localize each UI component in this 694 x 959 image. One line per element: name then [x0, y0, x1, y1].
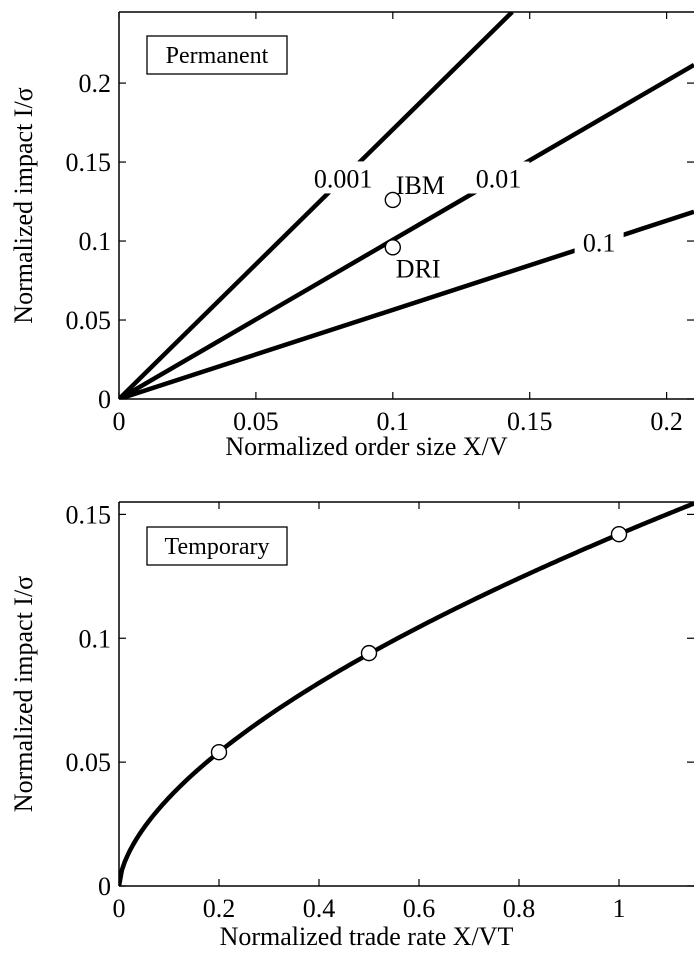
chart-temporary: 0 0.2 0.4 0.6 0.8 1 0 0.05 0.1 0.15 Normalized tra… — [9, 500, 694, 951]
data-point-marker — [210, 744, 228, 761]
y-tick-label: 0.05 — [66, 748, 112, 777]
data-point-marker — [360, 644, 378, 662]
data-point-marker — [610, 526, 628, 543]
x-tick-label: 1 — [613, 894, 626, 923]
panel-label-box — [146, 35, 288, 75]
x-tick-label: 0.4 — [303, 894, 336, 923]
y-tick-label: 0.15 — [66, 500, 112, 529]
y-tick-label: 0.1 — [79, 624, 112, 653]
curve-label-gap — [574, 225, 624, 258]
x-axis-label: Normalized trade rate X/VT — [220, 922, 514, 951]
curve-label: 0.001 — [314, 164, 373, 193]
chart-permanent: 0 0.05 0.1 0.15 0.2 0 0.05 0.1 0.15 0.2 Normalized… — [9, 11, 694, 461]
point-label: IBM — [396, 171, 445, 200]
x-tick-label: 0.15 — [507, 407, 553, 436]
curve-label: 0.01 — [476, 165, 522, 194]
x-tick-label: 0.2 — [650, 407, 683, 436]
y-tick-label: 0.15 — [66, 148, 112, 177]
curve-label-gap — [467, 161, 530, 194]
curve-label-gap — [305, 161, 381, 194]
x-tick-label: 0.6 — [403, 894, 436, 923]
panel-label: Temporary — [165, 534, 270, 560]
y-axis-label: Normalized impact I/σ — [9, 87, 38, 323]
y-tick-label: 0.1 — [79, 227, 112, 256]
y-tick-label: 0 — [98, 872, 111, 901]
x-tick-label: 0.1 — [377, 407, 410, 436]
x-tick-label: 0 — [113, 894, 126, 923]
x-tick-label: 0 — [113, 407, 126, 436]
data-point-marker — [384, 191, 402, 209]
x-tick-label: 0.8 — [503, 894, 536, 923]
x-axis-label: Normalized order size X/V — [225, 432, 508, 461]
panel-label-box — [146, 526, 288, 566]
point-label: DRI — [396, 254, 441, 283]
y-tick-label: 0 — [98, 385, 111, 414]
x-tick-label: 0.05 — [233, 407, 279, 436]
series-line — [119, 62, 694, 399]
y-tick-label: 0.2 — [79, 69, 112, 98]
y-tick-label: 0.05 — [66, 306, 112, 335]
data-point-marker — [384, 239, 402, 256]
curve-label: 0.1 — [583, 229, 616, 258]
series-line — [119, 12, 514, 399]
y-axis-label: Normalized impact I/σ — [9, 576, 38, 812]
x-tick-label: 0.2 — [203, 894, 236, 923]
panel-label: Permanent — [166, 43, 269, 69]
